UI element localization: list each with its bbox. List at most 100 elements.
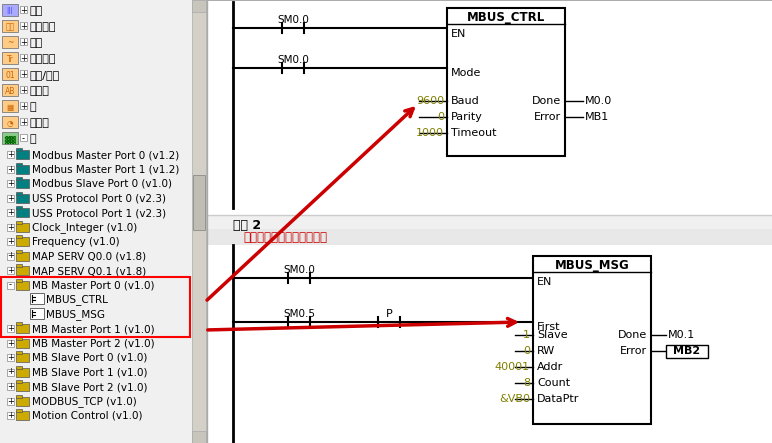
Bar (192, 0, 206, 12)
Text: Modbus Master Port 0 (v1.2): Modbus Master Port 0 (v1.2) (32, 150, 179, 160)
Text: MB Slave Port 2 (v1.0): MB Slave Port 2 (v1.0) (32, 382, 147, 392)
Text: SM0.0: SM0.0 (283, 265, 315, 275)
Text: SM0.0: SM0.0 (277, 55, 309, 65)
Text: 逻辑运算: 逻辑运算 (30, 22, 56, 32)
Bar (16, 396, 29, 405)
Bar (20, 86, 27, 93)
Bar (16, 252, 29, 260)
Text: +: + (20, 6, 27, 15)
Text: 9600: 9600 (416, 96, 444, 106)
Bar (7, 354, 14, 361)
Bar (2, 132, 18, 144)
Bar (193, 175, 205, 230)
Bar (7, 209, 14, 216)
Text: MBUS_MSG: MBUS_MSG (554, 259, 629, 272)
Bar (7, 194, 14, 202)
Bar (16, 163, 22, 166)
Text: RW: RW (537, 346, 555, 356)
Text: USS Protocol Port 1 (v2.3): USS Protocol Port 1 (v2.3) (32, 208, 166, 218)
Text: +: + (7, 194, 14, 202)
Text: MB1: MB1 (585, 112, 609, 122)
Text: First: First (537, 322, 560, 332)
Text: 程序控制: 程序控制 (30, 54, 56, 64)
Text: 布尔: 布尔 (5, 23, 15, 31)
Bar (7, 151, 14, 158)
Text: P: P (386, 309, 392, 319)
Text: 库: 库 (30, 134, 36, 144)
Text: 1: 1 (523, 330, 530, 340)
Text: -: - (9, 280, 12, 289)
Text: Addr: Addr (537, 362, 564, 372)
Text: MB Master Port 1 (v1.0): MB Master Port 1 (v1.0) (32, 324, 154, 334)
Text: +: + (7, 324, 14, 333)
Text: +: + (7, 150, 14, 159)
Text: Timeout: Timeout (451, 128, 496, 138)
Bar (533, 256, 651, 424)
Text: MB Master Port 2 (v1.0): MB Master Port 2 (v1.0) (32, 338, 154, 349)
Text: +: + (7, 396, 14, 405)
Text: 8: 8 (523, 378, 530, 388)
Text: Error: Error (534, 112, 561, 122)
Bar (2, 52, 18, 64)
Bar (7, 397, 14, 404)
Bar (447, 8, 565, 156)
Bar (16, 380, 22, 383)
Bar (16, 266, 29, 275)
Text: 40001: 40001 (495, 362, 530, 372)
Bar (16, 353, 29, 362)
Text: &VB0: &VB0 (499, 394, 530, 404)
Bar (20, 6, 27, 13)
Bar (30, 307, 44, 319)
Text: +: + (20, 102, 27, 111)
Text: Parity: Parity (451, 112, 482, 122)
Text: +: + (7, 222, 14, 232)
Text: MBUS_CTRL: MBUS_CTRL (467, 11, 545, 23)
Text: Modbus Master Port 1 (v1.2): Modbus Master Port 1 (v1.2) (32, 164, 179, 175)
Bar (16, 395, 22, 397)
Bar (16, 324, 29, 333)
Text: Slave: Slave (537, 330, 567, 340)
Text: III: III (7, 7, 13, 16)
Text: ~: ~ (7, 39, 13, 47)
Text: 01: 01 (5, 70, 15, 79)
Text: MB Slave Port 0 (v1.0): MB Slave Port 0 (v1.0) (32, 353, 147, 363)
Text: 拖拽到此处，并设置好参数: 拖拽到此处，并设置好参数 (243, 230, 327, 244)
Text: +: + (7, 368, 14, 377)
Bar (2, 20, 18, 32)
Text: EN: EN (451, 29, 466, 39)
Bar (7, 412, 14, 419)
Text: +: + (20, 54, 27, 63)
Bar (7, 166, 14, 172)
Bar (16, 206, 22, 209)
Text: MB2: MB2 (673, 346, 700, 356)
Text: Frequency (v1.0): Frequency (v1.0) (32, 237, 120, 247)
Text: M0.1: M0.1 (668, 330, 696, 340)
Bar (16, 338, 29, 347)
Text: MBUS_MSG: MBUS_MSG (46, 309, 105, 320)
Text: +: + (20, 22, 27, 31)
Bar (2, 68, 18, 80)
Bar (16, 411, 29, 420)
Text: +: + (7, 353, 14, 362)
Bar (16, 150, 29, 159)
Text: Clock_Integer (v1.0): Clock_Integer (v1.0) (32, 222, 137, 233)
Bar (16, 368, 29, 377)
Bar (7, 180, 14, 187)
Text: +: + (7, 164, 14, 174)
Text: Count: Count (537, 378, 571, 388)
Bar (0, 0, 207, 443)
Text: +: + (20, 70, 27, 79)
Bar (30, 293, 44, 304)
Bar (16, 148, 22, 151)
Bar (2, 84, 18, 96)
Bar (20, 102, 27, 109)
Bar (2, 36, 18, 48)
Text: ◔: ◔ (7, 118, 13, 128)
Text: EN: EN (537, 277, 553, 287)
Text: USS Protocol Port 0 (v2.3): USS Protocol Port 0 (v2.3) (32, 194, 166, 203)
Bar (16, 179, 29, 188)
Text: Baud: Baud (451, 96, 479, 106)
Bar (7, 253, 14, 260)
Text: MODBUS_TCP (v1.0): MODBUS_TCP (v1.0) (32, 396, 137, 407)
Bar (16, 249, 22, 253)
